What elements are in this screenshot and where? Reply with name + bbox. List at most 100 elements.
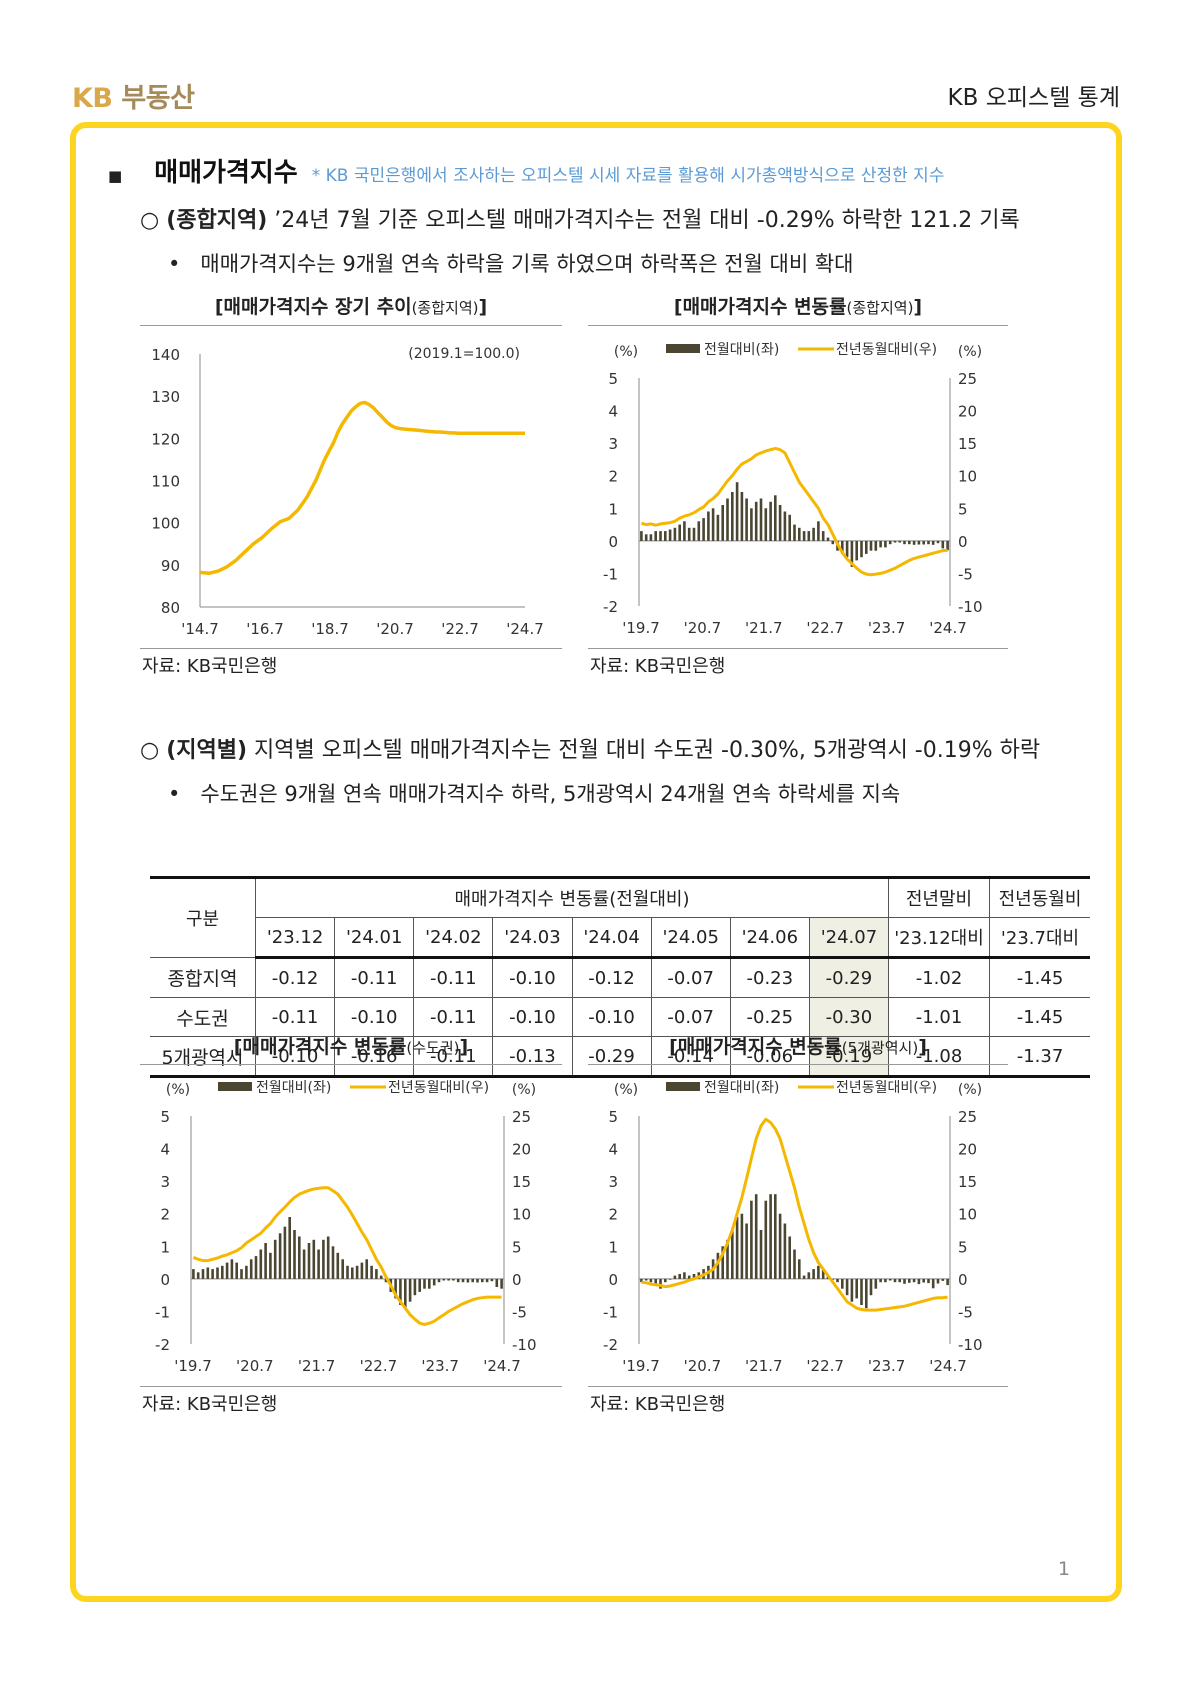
bar-mom [898,1278,901,1283]
y-tick-label-right: 5 [958,1238,968,1256]
table-cell: -0.12 [254,957,336,998]
bar-mom [245,1265,248,1279]
unit-left: (%) [166,1082,190,1098]
y-tick-label-right: 15 [512,1173,531,1191]
legend-line-label: 전년동월대비(우) [836,342,937,358]
bar-mom [922,540,925,545]
bar-mom [941,1278,945,1281]
y-tick-label-left: 3 [608,1173,618,1191]
summary-region-text: 지역별 오피스텔 매매가격지수는 전월 대비 수도권 -0.30%, 5개광역시… [247,738,1041,763]
table-month-header: '24.04 [571,917,652,959]
section-heading: ■ 매매가격지수 * KB 국민은행에서 조사하는 오피스텔 시세 자료를 활용… [108,152,944,189]
bar-mom [917,540,921,545]
bar-mom [683,521,686,541]
y-tick-label-right: -10 [958,598,983,616]
line-yoy [192,1186,502,1326]
table-row: 수도권 -0.11 -0.10 -0.11 -0.10 -0.10 -0.07 -0.25 -0… [150,997,1090,1037]
y-tick-label-left: 2 [160,1206,170,1224]
bar-mom [759,1230,763,1279]
y-tick-label-right: 25 [958,370,977,388]
bar-mom [437,1278,441,1283]
bar-mom [788,1236,791,1279]
table-month-header: '23.12 [255,917,336,959]
bar-mom [702,518,705,541]
y-tick-label-right: 25 [958,1108,977,1126]
y-tick-label-right: -10 [512,1336,537,1354]
table-row: 종합지역 -0.12 -0.11 -0.11 -0.10 -0.12 -0.07 -0.23-… [150,957,1090,998]
bar-mom [888,1278,892,1281]
table-cell: -0.29 [571,1036,652,1078]
y-tick-label-right: 15 [958,1173,977,1191]
bar-mom [754,501,758,541]
bar-mom [447,1278,450,1281]
table-group-header: 매매가격지수 변동률(전월대비) [255,876,889,918]
bar-mom [418,1278,421,1292]
bar-mom [283,1226,287,1279]
chart-rule [140,1386,562,1387]
bar-mom [649,1278,653,1283]
unit-right: (%) [958,344,982,360]
bar-mom [668,1278,672,1280]
bar-mom [307,1243,311,1279]
source-label: 자료: KB국민은행 [142,656,278,677]
table-cell: -0.07 [650,957,731,998]
bar-mom [936,540,940,544]
bar-mom [884,1278,887,1283]
y-tick-label-right: 0 [958,533,968,551]
table-header-prev-same: 전년동월비 [989,876,1090,918]
bar-mom [707,511,710,541]
bar-mom [711,508,715,541]
bar-mom [769,1194,772,1279]
table-month-header: '24.02 [413,917,494,959]
section-note: * KB 국민은행에서 조사하는 오피스텔 시세 자료를 활용해 시가총액방식으… [311,166,945,186]
bar-mom [726,498,729,541]
x-tick-label: '20.7 [684,619,722,637]
bar-mom [370,1265,373,1279]
bar-mom [769,501,772,541]
bar-mom [879,540,882,548]
bar-mom [936,1278,940,1284]
y-tick-label-right: 25 [512,1108,531,1126]
legend-bar-label: 전월대비(좌) [704,1080,779,1096]
bar-mom [884,540,887,548]
bar-mom [802,531,806,541]
table-cell: -0.11 [413,997,494,1037]
bar-mom [783,511,787,541]
page-number: 1 [1057,1558,1070,1580]
source-label: 자료: KB국민은행 [590,656,726,677]
table-cell: -0.10 [254,1036,336,1078]
bar-mom [490,1278,494,1282]
table-cell: -1.37 [989,1036,1090,1078]
chart-long-term-index: 80 90 100 110 120 130 140 '14.7 '16.7 '18.7 '20.7 '… [151,346,544,638]
y-tick-label-right: 5 [512,1238,522,1256]
index-line [199,400,525,576]
y-tick-label-left: -2 [155,1336,170,1354]
x-tick-label: '24.7 [506,620,544,638]
chart-rule [588,1386,1008,1387]
y-tick-label: 80 [161,599,180,617]
legend-bar-label: 전월대비(좌) [256,1080,331,1096]
bar-mom [346,1265,349,1279]
bar-mom [845,1278,849,1296]
table-cell: -0.11 [413,957,494,998]
y-tick-label-left: 3 [160,1173,170,1191]
bar-mom [716,514,720,541]
bar-mom [855,540,858,561]
x-tick-label: '22.7 [806,619,844,637]
table-row-label: 수도권 [150,997,256,1037]
bar-mom [644,1278,648,1281]
summary-line-total: ○ (종합지역) ’24년 7월 기준 오피스텔 매매가격지수는 전월 대비 -… [140,202,1020,234]
y-tick-label-right: 0 [512,1271,522,1289]
chart-change-capital: (%) (%)전월대비(좌) 전년동월대비(우)-2-1012345-10-5051… [155,1080,537,1375]
bar-mom [379,1275,383,1279]
bar-mom [668,529,672,541]
x-tick-label: '23.7 [421,1357,459,1375]
bar-mom [860,1278,863,1305]
bar-mom [817,521,820,541]
bar-mom [764,508,768,541]
y-tick-label-left: -2 [603,598,618,616]
bar-mom [254,1256,258,1279]
chart-rule [588,648,1008,649]
bar-mom [946,540,949,551]
bar-mom [793,524,796,541]
